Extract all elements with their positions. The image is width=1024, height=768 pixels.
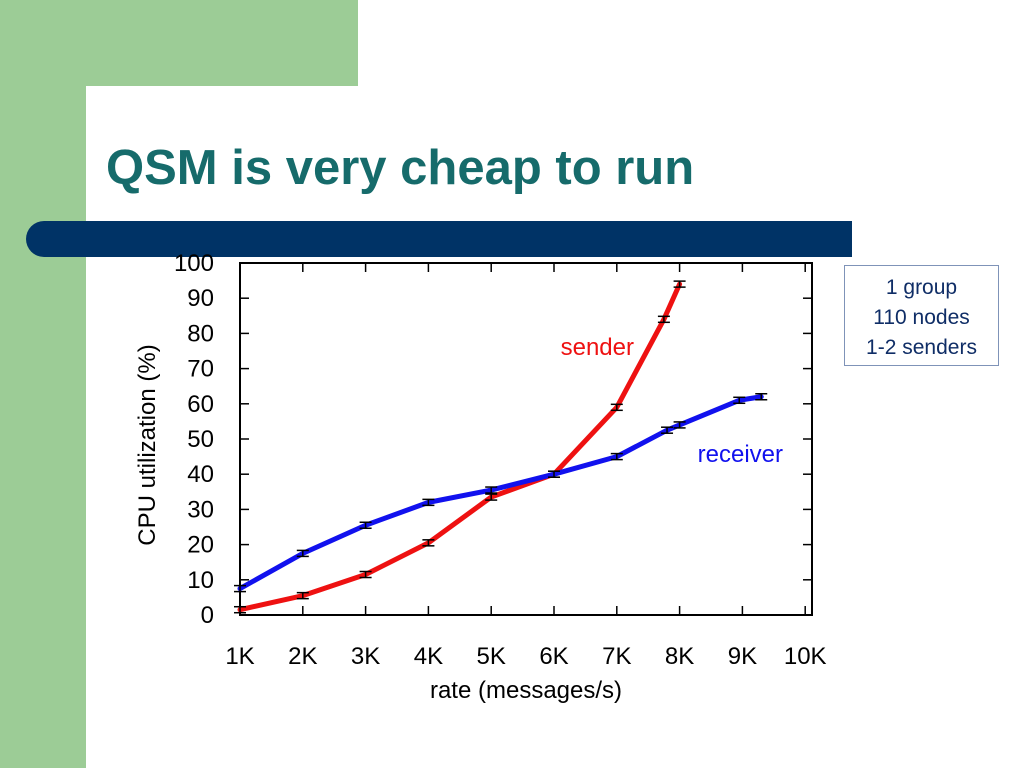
- y-tick-label: 80: [187, 320, 214, 347]
- series-label-sender: sender: [561, 334, 634, 361]
- x-tick-label: 7K: [602, 643, 631, 670]
- y-tick-label: 100: [174, 250, 214, 277]
- y-tick-label: 30: [187, 496, 214, 523]
- y-tick-label: 40: [187, 461, 214, 488]
- y-tick-label: 10: [187, 567, 214, 594]
- green-top-tab: [0, 0, 358, 86]
- series-line-sender: [237, 281, 683, 613]
- slide-title: QSM is very cheap to run: [106, 141, 695, 195]
- y-axis-label: CPU utilization (%): [134, 344, 161, 545]
- x-tick-label: 1K: [225, 643, 254, 670]
- y-tick-label: 60: [187, 391, 214, 418]
- x-tick-label: 4K: [414, 643, 443, 670]
- y-tick-label: 0: [201, 602, 214, 629]
- title-divider-bar: [26, 221, 852, 257]
- info-line-nodes: 110 nodes: [873, 306, 970, 329]
- x-tick-label: 2K: [288, 643, 317, 670]
- y-tick-label: 50: [187, 426, 214, 453]
- x-tick-label: 5K: [477, 643, 506, 670]
- y-tick-label: 70: [187, 356, 214, 383]
- y-tick-label: 20: [187, 532, 214, 559]
- x-tick-label: 6K: [539, 643, 568, 670]
- x-axis-label: rate (messages/s): [430, 677, 622, 704]
- x-tick-label: 10K: [784, 643, 827, 670]
- x-tick-label: 9K: [728, 643, 757, 670]
- y-tick-label: 90: [187, 285, 214, 312]
- series-label-receiver: receiver: [698, 441, 783, 468]
- plot-frame: [239, 262, 813, 616]
- x-tick-label: 3K: [351, 643, 380, 670]
- legend-info-box: 1 group 110 nodes 1-2 senders: [844, 265, 999, 366]
- info-line-senders: 1-2 senders: [866, 336, 977, 359]
- info-line-groups: 1 group: [885, 276, 958, 299]
- x-tick-label: 8K: [665, 643, 694, 670]
- green-side-strip: [0, 0, 86, 768]
